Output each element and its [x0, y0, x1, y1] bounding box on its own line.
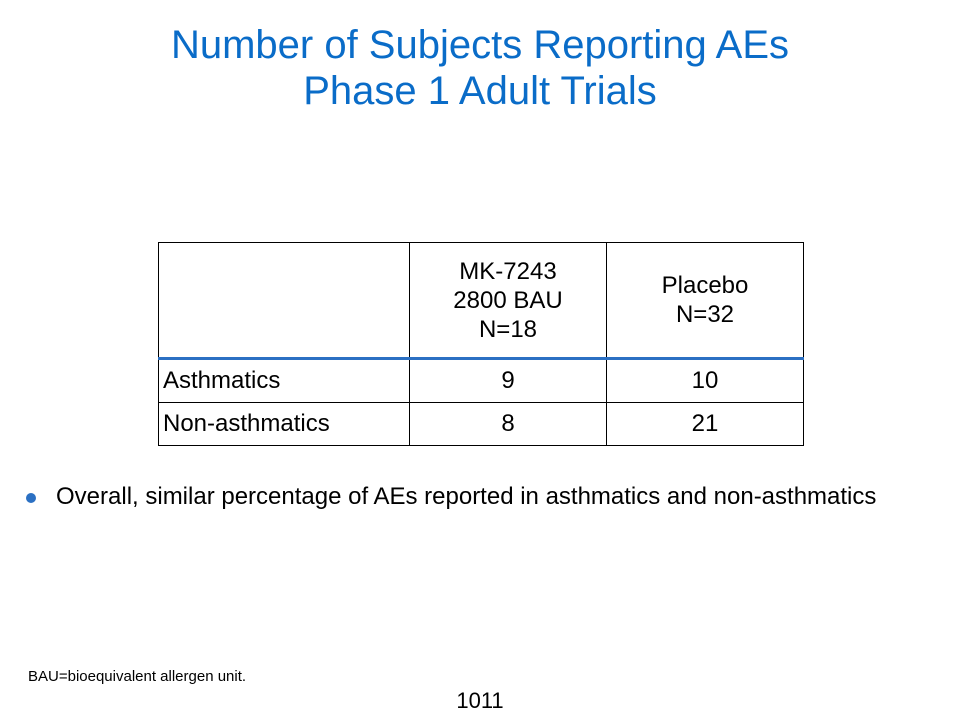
row-label: Non-asthmatics: [158, 402, 410, 446]
header-placebo-line-1: Placebo: [661, 272, 749, 299]
table-header-row: MK-7243 2800 BAU N=18 Placebo N=32: [158, 242, 804, 360]
footnote: BAU=bioequivalent allergen unit.: [28, 668, 247, 685]
page-number: 1011: [456, 688, 504, 713]
header-mk7243-line-3: N=18: [478, 315, 538, 343]
header-empty-cell: [158, 242, 410, 360]
ae-table: MK-7243 2800 BAU N=18 Placebo N=32 Asthm…: [158, 242, 804, 446]
header-mk7243-line-1: MK-7243: [459, 257, 557, 285]
header-mk7243: MK-7243 2800 BAU N=18: [409, 242, 607, 360]
cell-mk7243: 8: [409, 402, 607, 446]
cell-placebo: 10: [606, 358, 804, 403]
table-row: Non-asthmatics 8 21: [158, 402, 804, 446]
header-placebo: Placebo N=32: [606, 242, 804, 360]
row-label: Asthmatics: [158, 358, 410, 403]
cell-mk7243: 9: [409, 358, 607, 403]
table-row: Asthmatics 9 10: [158, 358, 804, 403]
bullet-dot-icon: [26, 493, 36, 503]
bullet-text: Overall, similar percentage of AEs repor…: [56, 483, 877, 510]
cell-placebo: 21: [606, 402, 804, 446]
title-line-1: Number of Subjects Reporting AEs: [170, 23, 790, 67]
slide-title: Number of Subjects Reporting AEs Phase 1…: [0, 22, 960, 114]
title-line-2: Phase 1 Adult Trials: [303, 69, 657, 113]
header-mk7243-line-2: 2800 BAU: [453, 286, 563, 314]
header-placebo-line-2: N=32: [675, 301, 735, 328]
